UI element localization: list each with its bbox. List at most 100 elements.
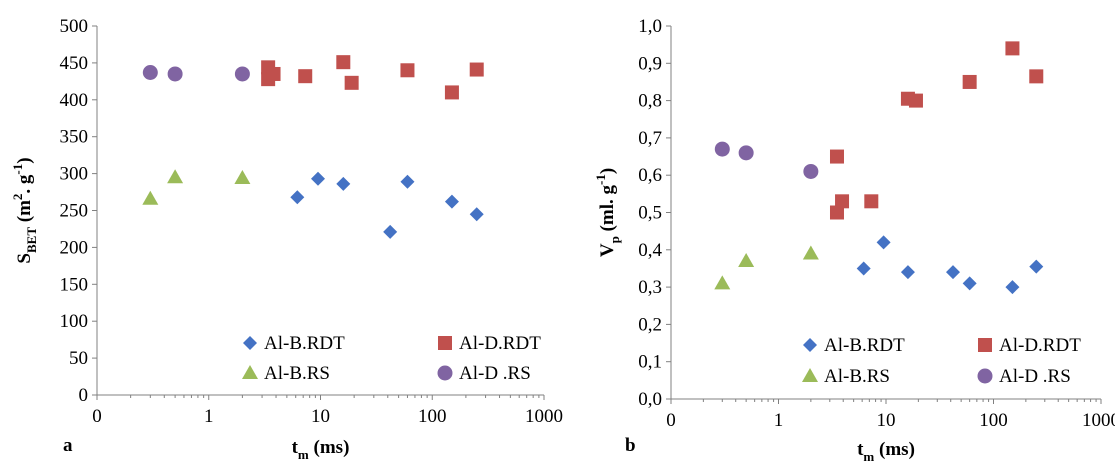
data-point <box>908 93 923 108</box>
x-tick-label: 0 <box>92 406 102 427</box>
data-point <box>900 265 915 280</box>
data-point <box>336 55 351 70</box>
data-point <box>311 171 326 186</box>
data-point <box>829 205 844 220</box>
legend-marker <box>437 365 453 381</box>
data-point <box>298 69 313 84</box>
data-point <box>856 261 871 276</box>
data-point <box>444 194 459 209</box>
y-tick-label: 1,0 <box>638 16 662 37</box>
series-1 <box>829 41 1044 220</box>
data-point <box>803 163 819 179</box>
y-tick-label: 0 <box>79 385 89 406</box>
series-2 <box>142 169 251 205</box>
series-3 <box>714 141 819 179</box>
legend-marker <box>242 365 258 379</box>
x-tick-label: 1000 <box>1082 410 1115 431</box>
y-tick-label: 0,9 <box>638 53 662 74</box>
series-0 <box>856 235 1044 295</box>
data-point <box>864 194 879 209</box>
data-point <box>400 63 415 78</box>
legend-marker <box>977 368 993 384</box>
y-tick-label: 0,5 <box>638 203 662 224</box>
data-point <box>167 169 184 184</box>
data-point <box>738 145 754 161</box>
panel-label: a <box>63 435 73 456</box>
legend-label: Al-D.RDT <box>999 335 1081 356</box>
data-point <box>829 149 844 164</box>
data-point <box>835 194 850 209</box>
x-tick-label: 10 <box>311 406 330 427</box>
y-axis-title: Vp (ml. g-1) <box>593 168 622 257</box>
series-0 <box>290 171 484 239</box>
legend-marker <box>802 368 818 382</box>
legend: Al-B.RDT Al-D.RDT Al-B.RS Al-D .RS <box>242 333 541 384</box>
x-tick-label: 1 <box>774 410 784 431</box>
x-tick-label: 100 <box>418 406 447 427</box>
legend-marker <box>438 336 452 350</box>
data-point <box>714 141 730 157</box>
data-point <box>344 75 359 90</box>
chart-panel-a: 0 50 100 150 200 250 300 350 400 450 500 0 1 10 100 100… <box>10 16 563 461</box>
y-tick-label: 500 <box>60 16 89 37</box>
legend-label: Al-B.RS <box>824 366 890 387</box>
legend-label: Al-B.RDT <box>264 333 345 354</box>
series-1 <box>261 55 484 100</box>
x-tick-label: 100 <box>979 410 1008 431</box>
data-point <box>142 190 159 205</box>
legend: Al-B.RDT Al-D.RDT Al-B.RS Al-D .RS <box>802 335 1081 387</box>
data-point <box>266 66 281 81</box>
chart-panel-b: 0,0 0,1 0,2 0,3 0,4 0,5 0,6 0,7 0,8 0,9 1,0 0 1 10 100… <box>593 16 1115 461</box>
series-2 <box>714 245 819 290</box>
y-tick-label: 0,4 <box>638 240 662 261</box>
y-tick-label: 0,0 <box>638 389 662 410</box>
data-point <box>383 224 398 239</box>
legend-marker <box>803 338 817 352</box>
data-point <box>962 276 977 291</box>
data-point <box>738 252 755 267</box>
y-tick-label: 250 <box>60 201 89 222</box>
y-tick-label: 0,2 <box>638 314 662 335</box>
data-point <box>1005 41 1020 56</box>
y-tick-label: 200 <box>60 237 89 258</box>
y-tick-label: 300 <box>60 164 89 185</box>
y-tick-label: 350 <box>60 127 89 148</box>
x-axis-title: tm (ms) <box>292 437 350 461</box>
x-tick-label: 1 <box>204 406 214 427</box>
y-tick-label: 0,8 <box>638 91 662 112</box>
legend-marker <box>978 338 992 352</box>
data-point <box>876 235 891 250</box>
data-point <box>336 176 351 191</box>
data-point <box>290 190 305 205</box>
y-tick-label: 400 <box>60 90 89 111</box>
legend-label: Al-B.RDT <box>824 335 905 356</box>
data-point <box>945 265 960 280</box>
legend-label: Al-B.RS <box>264 363 330 384</box>
data-point <box>802 245 819 260</box>
data-point <box>469 207 484 222</box>
x-tick-label: 0 <box>666 410 676 431</box>
panel-label: b <box>625 435 636 456</box>
legend-label: Al-D .RS <box>459 363 531 384</box>
y-tick-label: 0,1 <box>638 352 662 373</box>
x-axis-title: tm (ms) <box>857 439 915 461</box>
y-tick-label: 0,3 <box>638 277 662 298</box>
y-tick-label: 0,7 <box>638 128 662 149</box>
legend-label: Al-D.RDT <box>459 333 541 354</box>
y-tick-label: 450 <box>60 53 89 74</box>
data-point <box>714 275 731 290</box>
series-3 <box>142 64 250 82</box>
x-tick-label: 10 <box>877 410 896 431</box>
legend-marker <box>243 336 257 350</box>
y-tick-label: 100 <box>60 311 89 332</box>
data-point <box>444 85 459 100</box>
data-point <box>1029 69 1044 84</box>
data-point <box>1005 280 1020 295</box>
y-tick-label: 150 <box>60 274 89 295</box>
data-point <box>469 62 484 77</box>
y-tick-label: 50 <box>69 348 88 369</box>
x-tick-label: 1000 <box>525 406 563 427</box>
y-tick-label: 0,6 <box>638 165 662 186</box>
data-point <box>167 66 183 82</box>
